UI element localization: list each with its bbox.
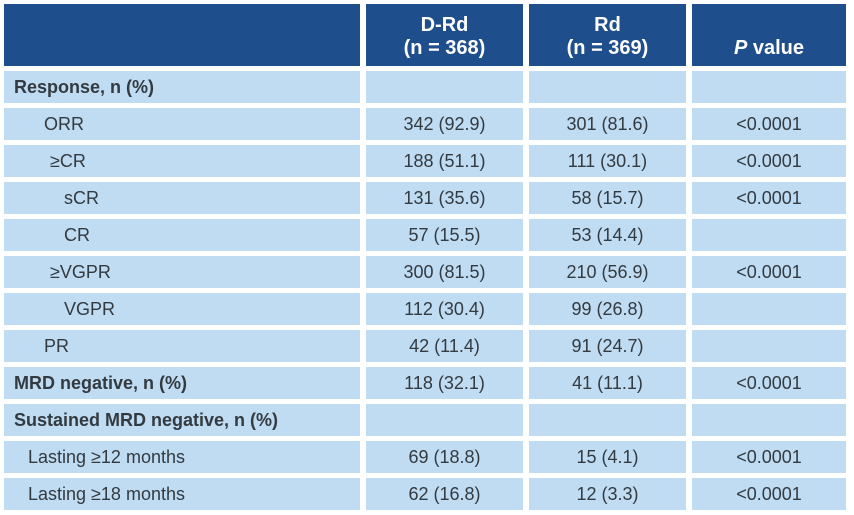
cell-p: <0.0001 <box>692 182 846 214</box>
cell-drd: 62 (16.8) <box>366 478 523 510</box>
header-rd-n: (n = 369) <box>566 37 649 59</box>
cell-p <box>692 219 846 251</box>
cell-p <box>692 404 846 436</box>
cell-rd <box>529 404 686 436</box>
row-label: Response, n (%) <box>4 71 360 103</box>
cell-rd: 301 (81.6) <box>529 108 686 140</box>
cell-p: <0.0001 <box>692 145 846 177</box>
cell-rd: 210 (56.9) <box>529 256 686 288</box>
header-row: D-Rd (n = 368) Rd (n = 369) P value <box>4 4 846 66</box>
table-row-mrd-negative: MRD negative, n (%) 118 (32.1) 41 (11.1)… <box>4 367 846 399</box>
table-row-orr: ORR 342 (92.9) 301 (81.6) <0.0001 <box>4 108 846 140</box>
cell-rd: 12 (3.3) <box>529 478 686 510</box>
table-row-pr: PR 42 (11.4) 91 (24.7) <box>4 330 846 362</box>
cell-drd: 69 (18.8) <box>366 441 523 473</box>
cell-rd: 99 (26.8) <box>529 293 686 325</box>
cell-p: <0.0001 <box>692 478 846 510</box>
header-p-value: P value <box>692 4 846 66</box>
cell-p: <0.0001 <box>692 108 846 140</box>
cell-rd <box>529 71 686 103</box>
cell-drd: 188 (51.1) <box>366 145 523 177</box>
table-row-vgpr-or-better: ≥VGPR 300 (81.5) 210 (56.9) <0.0001 <box>4 256 846 288</box>
cell-p: <0.0001 <box>692 367 846 399</box>
cell-drd: 42 (11.4) <box>366 330 523 362</box>
cell-p <box>692 330 846 362</box>
header-empty-cell <box>4 4 360 66</box>
row-label: ≥CR <box>4 145 360 177</box>
table-row-cr-or-better: ≥CR 188 (51.1) 111 (30.1) <0.0001 <box>4 145 846 177</box>
row-label: Lasting ≥12 months <box>4 441 360 473</box>
header-drd-n: (n = 368) <box>403 37 486 59</box>
cell-rd: 53 (14.4) <box>529 219 686 251</box>
header-drd: D-Rd (n = 368) <box>366 4 523 66</box>
cell-p: <0.0001 <box>692 441 846 473</box>
row-label: VGPR <box>4 293 360 325</box>
cell-rd: 91 (24.7) <box>529 330 686 362</box>
header-p-rest: value <box>747 37 805 59</box>
row-label: ORR <box>4 108 360 140</box>
table-row-lasting-12: Lasting ≥12 months 69 (18.8) 15 (4.1) <0… <box>4 441 846 473</box>
table-row-lasting-18: Lasting ≥18 months 62 (16.8) 12 (3.3) <0… <box>4 478 846 510</box>
table-row-response: Response, n (%) <box>4 71 846 103</box>
cell-drd: 300 (81.5) <box>366 256 523 288</box>
cell-drd: 342 (92.9) <box>366 108 523 140</box>
cell-rd: 15 (4.1) <box>529 441 686 473</box>
cell-drd: 131 (35.6) <box>366 182 523 214</box>
cell-rd: 58 (15.7) <box>529 182 686 214</box>
row-label: MRD negative, n (%) <box>4 367 360 399</box>
cell-drd <box>366 404 523 436</box>
row-label: sCR <box>4 182 360 214</box>
cell-rd: 111 (30.1) <box>529 145 686 177</box>
row-label: CR <box>4 219 360 251</box>
table-row-scr: sCR 131 (35.6) 58 (15.7) <0.0001 <box>4 182 846 214</box>
header-rd-title: Rd <box>594 14 621 36</box>
cell-drd <box>366 71 523 103</box>
cell-p: <0.0001 <box>692 256 846 288</box>
row-label: PR <box>4 330 360 362</box>
table-row-sustained-mrd: Sustained MRD negative, n (%) <box>4 404 846 436</box>
header-rd: Rd (n = 369) <box>529 4 686 66</box>
cell-drd: 118 (32.1) <box>366 367 523 399</box>
cell-p <box>692 71 846 103</box>
row-label: Sustained MRD negative, n (%) <box>4 404 360 436</box>
header-p-italic: P <box>733 37 748 59</box>
cell-rd: 41 (11.1) <box>529 367 686 399</box>
cell-drd: 112 (30.4) <box>366 293 523 325</box>
header-drd-title: D-Rd <box>420 14 469 36</box>
cell-drd: 57 (15.5) <box>366 219 523 251</box>
cell-p <box>692 293 846 325</box>
row-label: ≥VGPR <box>4 256 360 288</box>
table-row-cr: CR 57 (15.5) 53 (14.4) <box>4 219 846 251</box>
table-row-vgpr: VGPR 112 (30.4) 99 (26.8) <box>4 293 846 325</box>
row-label: Lasting ≥18 months <box>4 478 360 510</box>
